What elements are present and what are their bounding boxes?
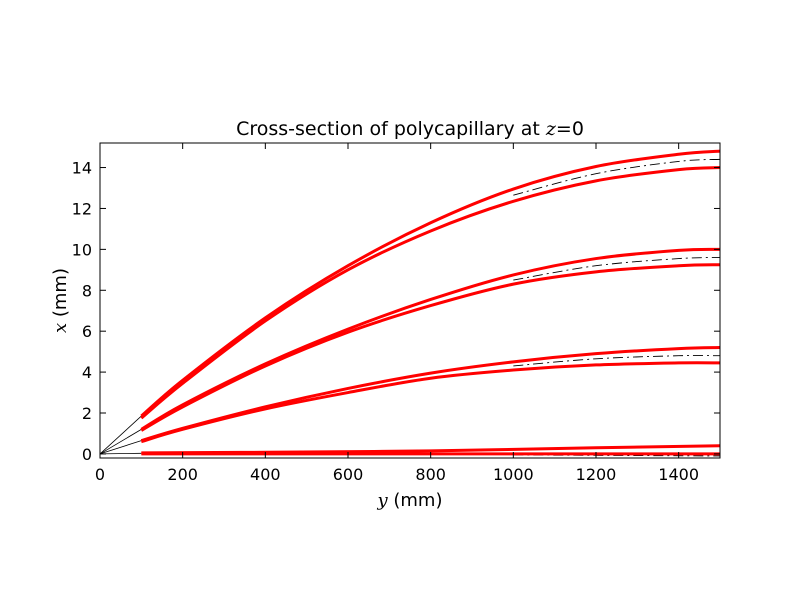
y-axis-unit: (mm) <box>50 268 71 323</box>
series-guide-line-15 <box>99 452 142 455</box>
series-center-line-2 <box>513 158 721 196</box>
series-wall-line-0 <box>140 149 721 418</box>
x-tick-label-400: 400 <box>250 465 281 484</box>
x-tick-label-200: 200 <box>167 465 198 484</box>
series-wall-line-4 <box>140 263 721 432</box>
series-wall-line-7 <box>140 361 721 444</box>
x-tick-label-1000: 1000 <box>493 465 534 484</box>
y-tick-label-6: 6 <box>82 322 92 341</box>
chart-title-var: z <box>545 118 557 140</box>
y-tick-label-0: 0 <box>82 445 92 464</box>
chart-title: Cross-section of polycapillary at z=0 <box>236 118 584 140</box>
plot-frame <box>99 142 721 459</box>
chart-title-suffix: =0 <box>556 118 584 140</box>
y-tick-label-4: 4 <box>82 363 92 382</box>
x-tick-label-800: 800 <box>415 465 446 484</box>
x-axis-title: y (mm) <box>376 490 442 511</box>
y-tick-label-12: 12 <box>72 199 92 218</box>
y-axis-var: x <box>50 323 71 333</box>
series-wall-line-3 <box>140 247 721 431</box>
y-tick-label-10: 10 <box>72 240 92 259</box>
series-wall-line-6 <box>140 346 721 443</box>
series-wall-line-1 <box>140 166 721 420</box>
y-tick-label-14: 14 <box>72 159 92 178</box>
chart-title-text: Cross-section of polycapillary at <box>236 118 546 140</box>
series-guide-line-13 <box>99 429 142 455</box>
series-center-line-5 <box>513 257 721 281</box>
x-tick-label-600: 600 <box>333 465 364 484</box>
x-axis-var: y <box>376 490 388 511</box>
series-center-line-8 <box>513 355 721 367</box>
series-guide-line-12 <box>99 415 142 455</box>
x-tick-label-1400: 1400 <box>658 465 699 484</box>
x-tick-label-0: 0 <box>95 465 105 484</box>
x-axis-unit: (mm) <box>388 490 443 511</box>
series-layer <box>99 149 721 457</box>
y-tick-label-8: 8 <box>82 281 92 300</box>
series-wall-line-9 <box>141 444 721 455</box>
ticks-layer: 0 200 400 600 800 1000 1200 1400 0 2 4 6 8 10 12 14 <box>72 143 720 484</box>
y-tick-label-2: 2 <box>82 404 92 423</box>
series-guide-line-14 <box>99 440 142 455</box>
x-tick-label-1200: 1200 <box>576 465 617 484</box>
y-axis-title: x (mm) <box>50 268 71 333</box>
